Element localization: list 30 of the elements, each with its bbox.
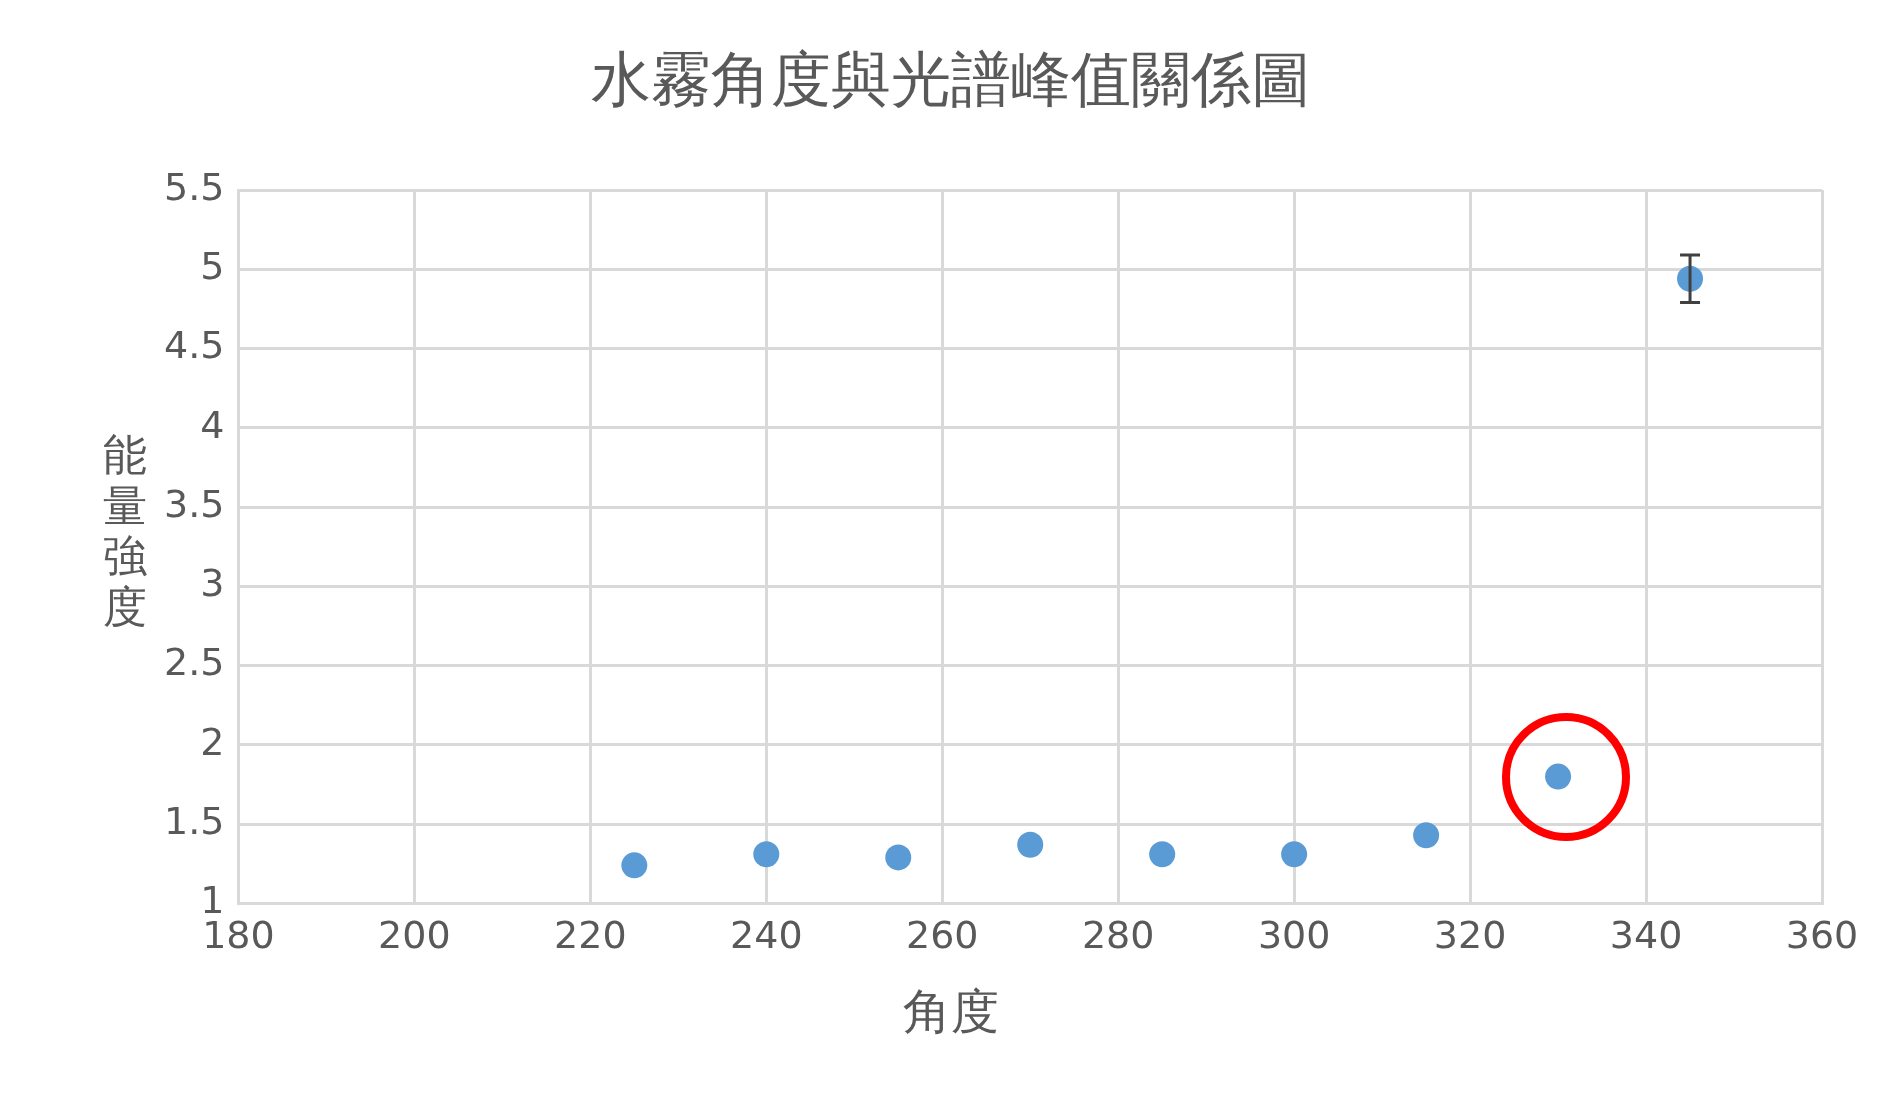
- point: [1413, 822, 1440, 849]
- point: [1017, 831, 1044, 858]
- point: [621, 852, 648, 879]
- y-tick-label: 4.5: [164, 323, 225, 368]
- x-tick-label: 260: [905, 913, 979, 958]
- x-tick-label: 280: [1081, 913, 1155, 958]
- point: [1281, 841, 1308, 868]
- point: [753, 841, 780, 868]
- y-axis-title: 能量強度: [102, 429, 148, 633]
- point: [885, 844, 912, 871]
- y-tick-label: 1.5: [164, 799, 225, 844]
- x-tick-label: 220: [554, 913, 627, 958]
- y-tick-label: 2.5: [164, 640, 225, 685]
- x-tick-label: 180: [202, 913, 275, 958]
- x-axis-title: 角度: [902, 982, 1000, 1041]
- y-tick-label: 4: [200, 402, 225, 447]
- x-tick-label: 240: [730, 913, 803, 958]
- x-tick-label: 300: [1257, 913, 1331, 958]
- x-tick-label: 200: [378, 913, 451, 958]
- x-tick-label: 340: [1609, 913, 1683, 958]
- point: [1149, 841, 1176, 868]
- y-tick-label: 3.5: [164, 481, 225, 526]
- y-tick-label: 2: [200, 719, 225, 764]
- x-tick-label: 360: [1785, 913, 1859, 958]
- point: [1545, 763, 1572, 790]
- chart-title: 水霧角度與光譜峰值關係圖: [590, 43, 1312, 116]
- x-tick-label: 320: [1433, 913, 1507, 958]
- y-tick-label: 5.5: [164, 164, 225, 209]
- y-tick-label: 5: [200, 244, 225, 289]
- y-tick-label: 3: [200, 561, 225, 606]
